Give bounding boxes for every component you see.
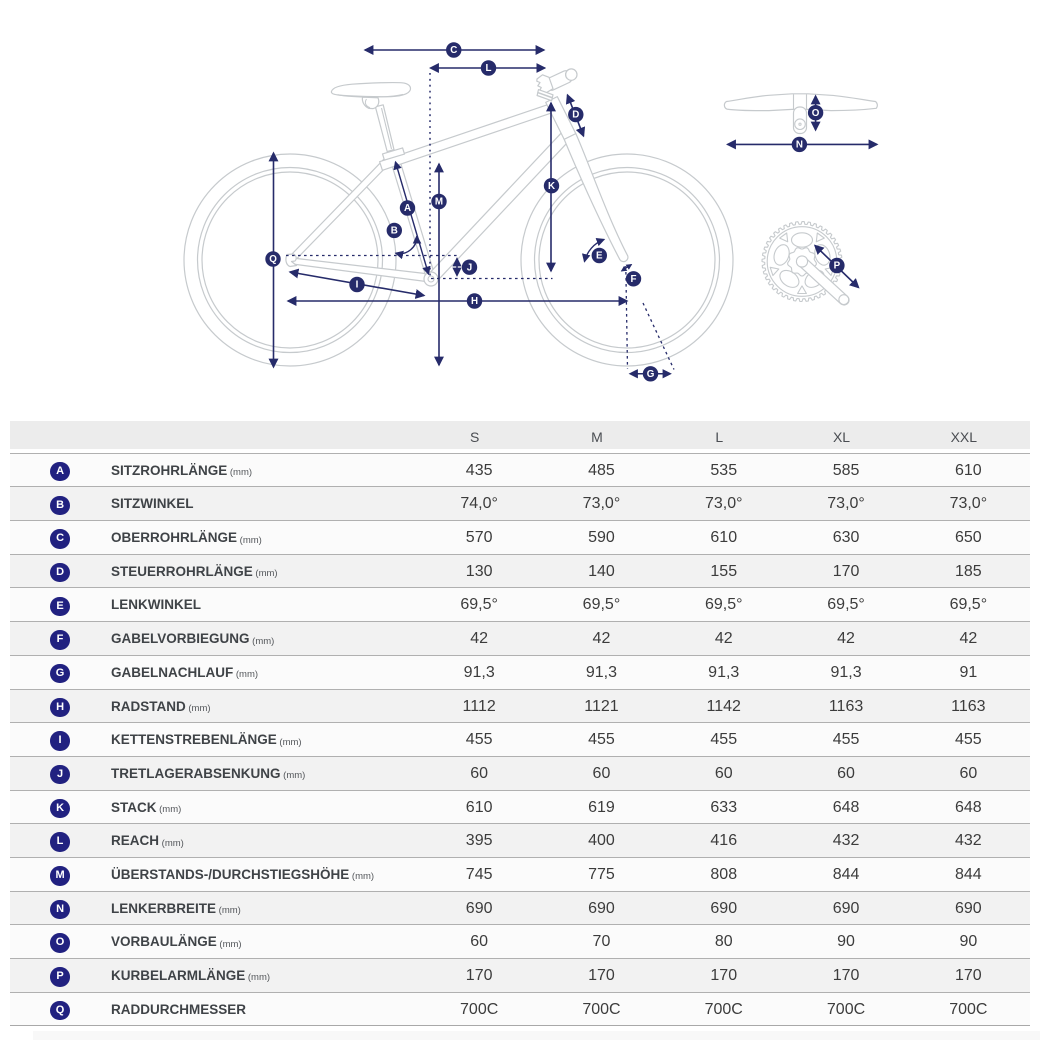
svg-text:H: H [471, 296, 478, 307]
svg-text:G: G [647, 369, 655, 380]
svg-text:D: D [572, 110, 579, 121]
svg-text:B: B [391, 226, 398, 237]
svg-text:F: F [631, 274, 637, 285]
svg-text:Q: Q [269, 254, 277, 265]
svg-text:C: C [450, 45, 457, 56]
svg-text:O: O [812, 108, 820, 119]
svg-text:E: E [596, 251, 603, 262]
svg-text:I: I [356, 280, 359, 291]
svg-text:P: P [834, 261, 841, 272]
svg-text:M: M [435, 197, 443, 208]
svg-text:L: L [486, 63, 492, 74]
svg-text:K: K [548, 181, 555, 192]
svg-text:A: A [404, 203, 411, 214]
svg-text:J: J [467, 262, 472, 273]
svg-text:N: N [796, 140, 803, 151]
